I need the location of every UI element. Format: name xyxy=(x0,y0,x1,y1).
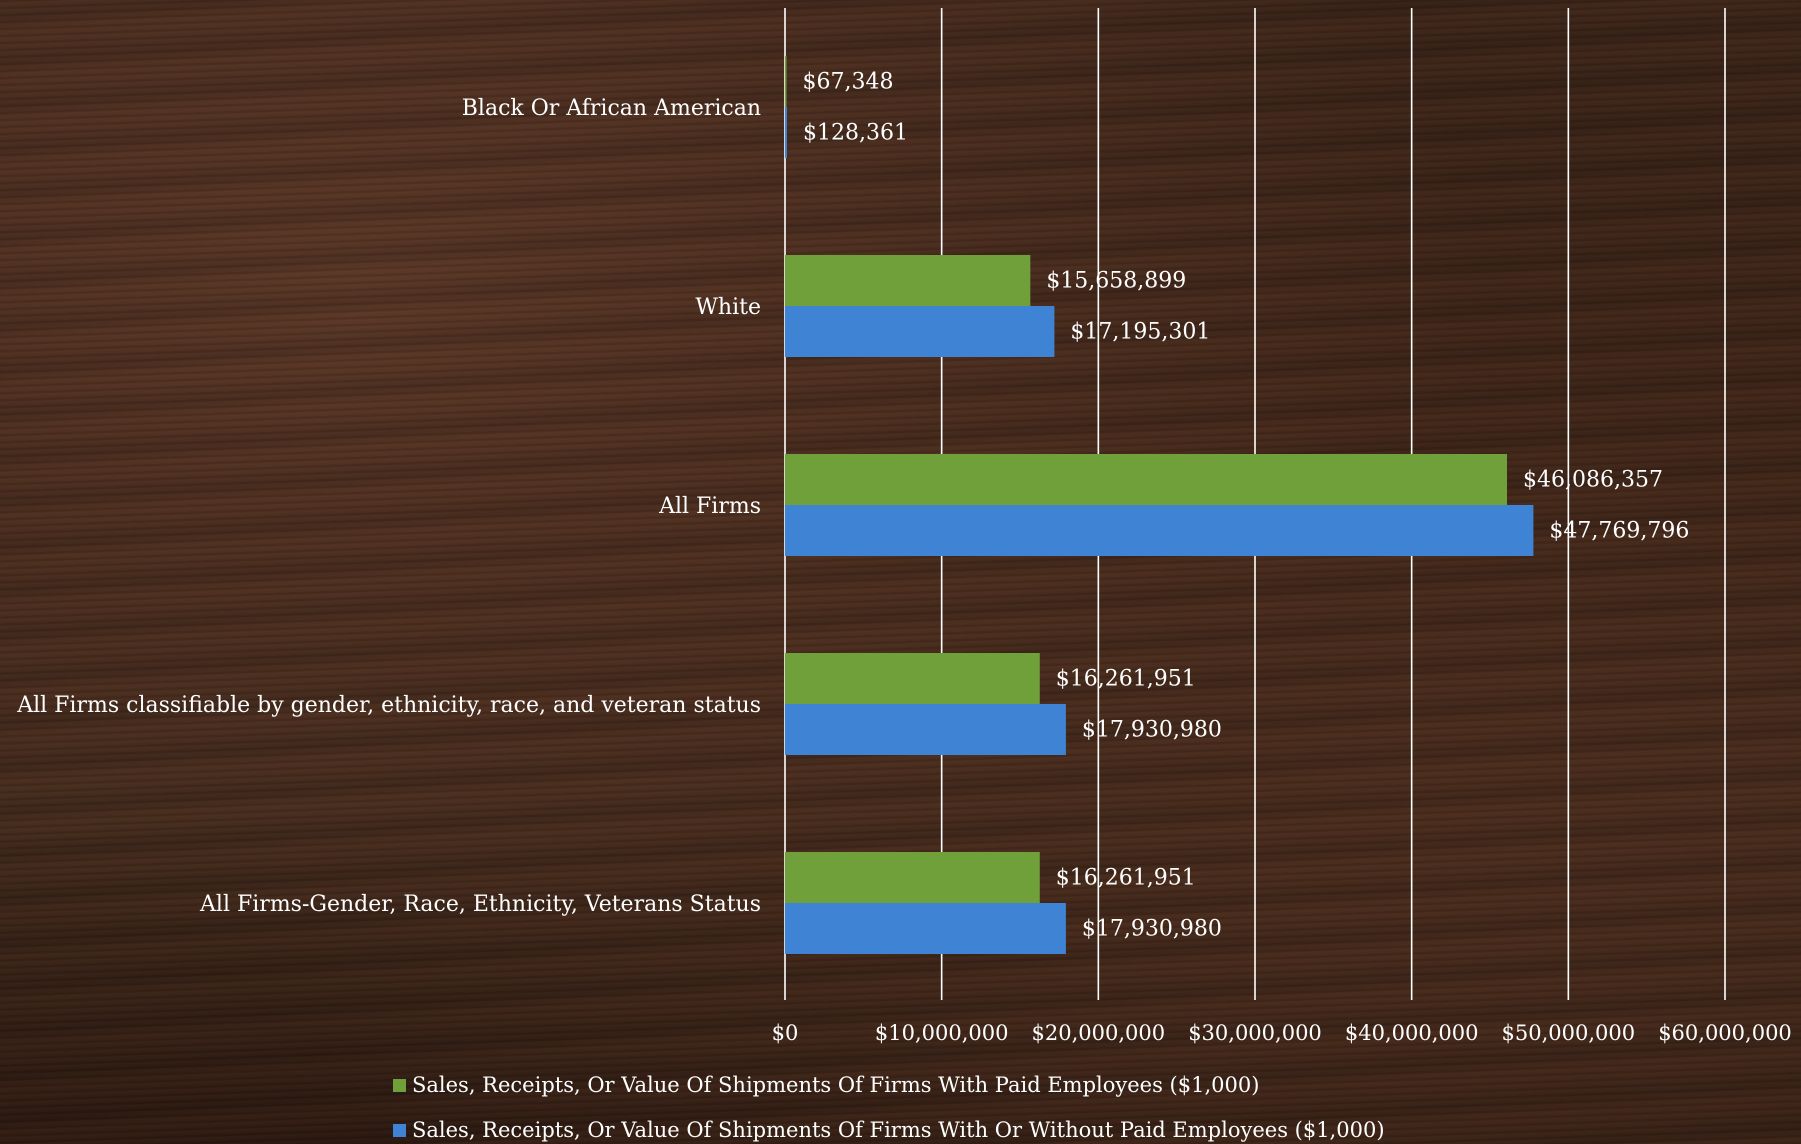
category-label: White xyxy=(695,295,761,320)
data-label: $16,261,951 xyxy=(1056,667,1196,692)
x-tick-label: $40,000,000 xyxy=(1345,1021,1479,1045)
bar xyxy=(785,903,1066,954)
legend-item-with-or-without: Sales, Receipts, Or Value Of Shipments O… xyxy=(393,1118,1385,1142)
data-label: $15,658,899 xyxy=(1046,269,1186,294)
data-label: $46,086,357 xyxy=(1523,468,1663,493)
bar xyxy=(785,107,788,158)
bars xyxy=(785,56,1534,954)
x-tick-label: $20,000,000 xyxy=(1032,1021,1166,1045)
bar xyxy=(785,653,1040,704)
bar xyxy=(785,56,787,107)
category-label: All Firms classifiable by gender, ethnic… xyxy=(16,693,761,718)
data-label: $67,348 xyxy=(803,70,894,95)
bar xyxy=(785,255,1031,306)
x-tick-label: $50,000,000 xyxy=(1502,1021,1636,1045)
data-label: $128,361 xyxy=(803,121,908,146)
data-label: $16,261,951 xyxy=(1056,866,1196,891)
x-tick-label: $30,000,000 xyxy=(1188,1021,1322,1045)
x-tick-label: $60,000,000 xyxy=(1658,1021,1792,1045)
category-label: Black Or African American xyxy=(462,96,761,121)
legend-swatch-paid xyxy=(393,1078,406,1092)
legend-label-paid: Sales, Receipts, Or Value Of Shipments O… xyxy=(412,1073,1260,1097)
bar xyxy=(785,306,1055,357)
data-label: $47,769,796 xyxy=(1549,519,1689,544)
bar xyxy=(785,454,1508,505)
bar xyxy=(785,852,1040,903)
category-label: All Firms-Gender, Race, Ethnicity, Veter… xyxy=(199,892,761,917)
category-labels: Black Or African American White All Firms A… xyxy=(16,96,761,917)
bar xyxy=(785,505,1534,556)
x-tick-label: $10,000,000 xyxy=(875,1021,1009,1045)
data-label: $17,930,980 xyxy=(1082,718,1222,743)
legend-item-paid: Sales, Receipts, Or Value Of Shipments O… xyxy=(393,1073,1259,1097)
bar xyxy=(785,704,1066,755)
legend-label-with-or-without: Sales, Receipts, Or Value Of Shipments O… xyxy=(412,1118,1385,1142)
data-labels: $67,348 $128,361 $15,658,899 $17,195,301 $46… xyxy=(803,70,1690,942)
category-label: All Firms xyxy=(658,494,761,519)
x-tick-labels: $0 $10,000,000 $20,000,000 $30,000,000 $40,0… xyxy=(772,1021,1792,1045)
x-tick-label: $0 xyxy=(772,1021,799,1045)
legend-swatch-with-or-without xyxy=(393,1123,406,1137)
data-label: $17,930,980 xyxy=(1082,917,1222,942)
data-label: $17,195,301 xyxy=(1070,320,1210,345)
